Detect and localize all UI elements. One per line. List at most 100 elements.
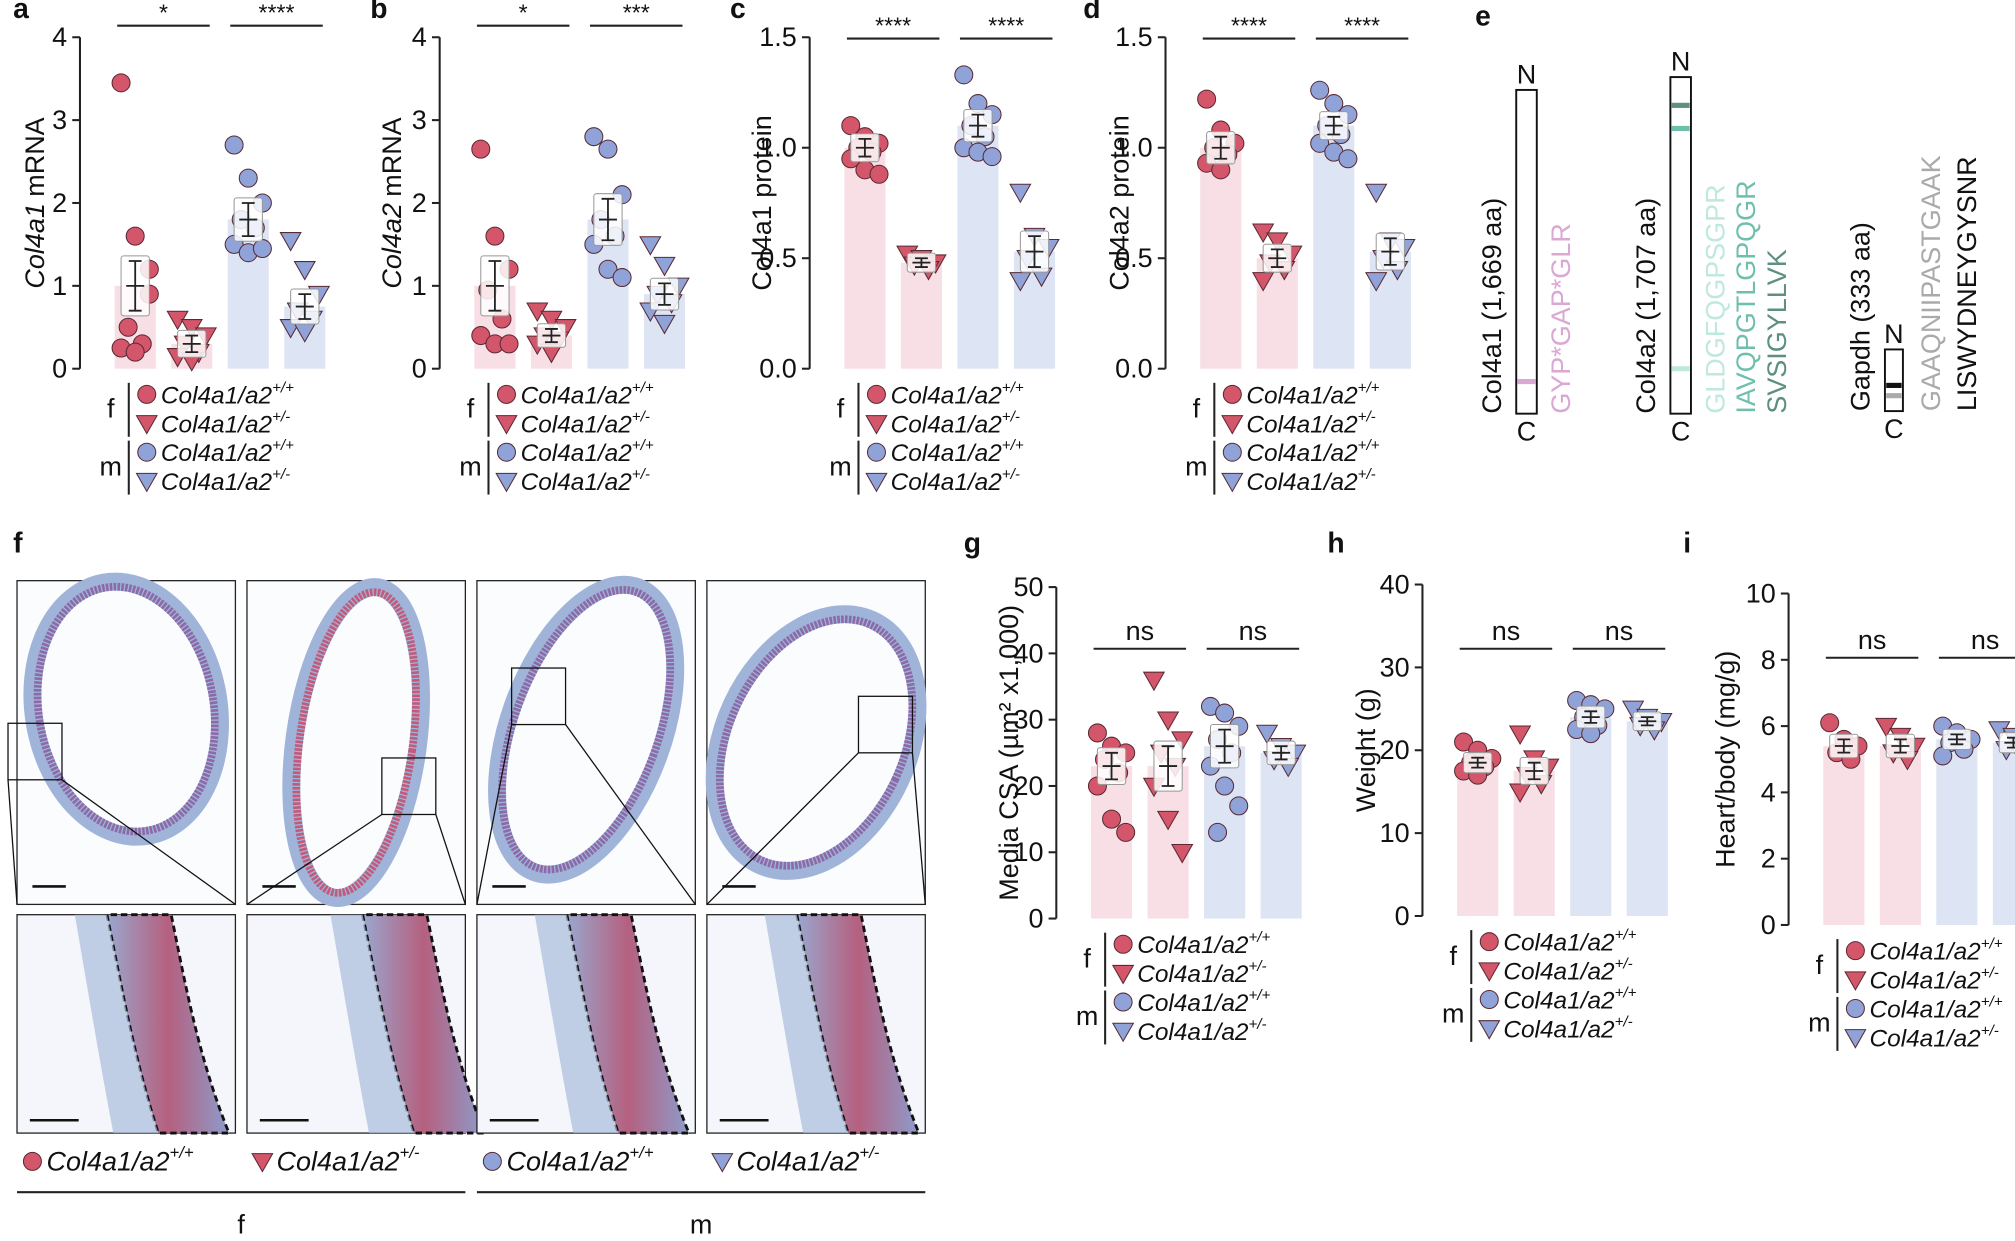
legend-label: Col4a1/a2+/- (891, 466, 1020, 496)
legend-superscript: +/- (1002, 408, 1020, 425)
error-bar (1159, 745, 1178, 787)
vessel-outer (23, 572, 229, 846)
panel-letter: f (13, 526, 23, 558)
zoom-box (510, 667, 567, 726)
marker (1113, 992, 1133, 1012)
bar (844, 147, 886, 369)
y-tick-label: 1 (412, 271, 427, 301)
marker (653, 256, 676, 277)
marker (471, 326, 491, 346)
y-tick-label: 0.5 (759, 243, 797, 273)
legend-name: Col4a1/a2 (47, 1146, 170, 1176)
marker (1820, 713, 1840, 733)
marker (22, 1151, 42, 1171)
marker (1479, 932, 1499, 952)
error-bar (1525, 761, 1544, 781)
protein-bar (1883, 348, 1904, 413)
marker (1222, 442, 1242, 462)
media-band (565, 913, 691, 1135)
legend-label: Col4a1/a2+/- (1870, 965, 1999, 995)
adventitia (534, 914, 619, 1134)
legend-name: Col4a1/a2 (521, 469, 633, 496)
marker (135, 415, 158, 435)
y-tick-label: 8 (1761, 645, 1776, 675)
bar (1570, 717, 1612, 916)
marker (137, 384, 157, 404)
y-axis-label-gene: Col4a1 (20, 203, 50, 288)
y-tick-label: 0.0 (759, 354, 797, 384)
error-bar (855, 138, 874, 158)
y-tick-label: 0 (1028, 904, 1043, 934)
adventitia (764, 914, 849, 1134)
adventitia (330, 914, 414, 1134)
legend-name: Col4a1/a2 (1137, 1019, 1249, 1046)
marker (1215, 703, 1235, 723)
marker (1844, 971, 1867, 991)
marker (612, 268, 632, 288)
legend-name: Col4a1/a2 (1870, 939, 1982, 966)
marker (496, 442, 516, 462)
marker (495, 472, 518, 493)
y-tick-label: 6 (1761, 711, 1776, 741)
media-band (795, 913, 921, 1135)
legend-name: Col4a1/a2 (521, 411, 633, 438)
zoom-box (7, 722, 63, 781)
legend-name: Col4a1/a2 (1503, 1016, 1615, 1043)
legend-label: Col4a1/a2+/+ (891, 379, 1024, 409)
marker (293, 261, 316, 281)
vessel-outer (488, 575, 685, 884)
error-bar (1891, 738, 1910, 754)
legend-superscript: +/- (1358, 466, 1376, 483)
error-bar (239, 202, 258, 238)
protein-label: Col4a1 (1,669 aa) (1477, 198, 1507, 414)
significance-label: **** (875, 12, 911, 38)
significance-label: * (159, 0, 168, 26)
media-band (105, 913, 232, 1135)
y-axis-label-text: Col4a1 protein (747, 115, 777, 290)
y-tick-label: 0 (1395, 901, 1410, 931)
peptide-mark (1886, 393, 1902, 399)
significance-label: *** (623, 0, 650, 26)
marker (251, 1153, 274, 1173)
error-bar (1215, 728, 1234, 764)
y-tick-label: 20 (1380, 735, 1410, 765)
marker (1171, 844, 1194, 864)
sex-label: f (1193, 394, 1201, 424)
y-axis-label: Col4a1 protein (747, 115, 777, 290)
y-axis-label: Media CSA (µm² x1,000) (994, 605, 1024, 901)
legend-superscript: +/- (1358, 408, 1376, 425)
sex-label: m (1442, 999, 1464, 1029)
marker (1365, 272, 1388, 292)
marker (865, 472, 888, 493)
y-tick-label: 0.0 (1115, 354, 1153, 384)
legend-name: Col4a1/a2 (161, 382, 273, 409)
marker (1508, 725, 1532, 745)
marker (1197, 89, 1217, 109)
y-axis-label: Col4a1 mRNA (20, 117, 50, 288)
legend-name: Col4a1/a2 (891, 382, 1003, 409)
panel-letter: h (1327, 526, 1344, 558)
vessel-outer (282, 578, 431, 907)
error-bar (182, 334, 201, 354)
marker (866, 384, 886, 404)
error-bar (655, 282, 674, 306)
legend-superscript: +/+ (1002, 379, 1024, 396)
sex-label: m (690, 1209, 712, 1239)
marker (866, 442, 886, 462)
significance-label: ns (1605, 616, 1633, 646)
bar (1260, 752, 1302, 919)
vessel-media (33, 582, 219, 836)
zoom-lines (246, 813, 466, 905)
bar (1992, 742, 2015, 925)
n-terminus: N (1671, 47, 1690, 77)
marker (653, 314, 676, 335)
y-tick-label: 10 (1380, 818, 1410, 848)
marker (1508, 783, 1532, 803)
y-axis-label-text: Media CSA (µm² x1,000) (994, 605, 1024, 901)
marker (1087, 723, 1107, 743)
legend-superscript: +/- (1615, 1013, 1633, 1030)
legend-name: Col4a1/a2 (1246, 382, 1358, 409)
peptide-mark (1671, 125, 1690, 132)
